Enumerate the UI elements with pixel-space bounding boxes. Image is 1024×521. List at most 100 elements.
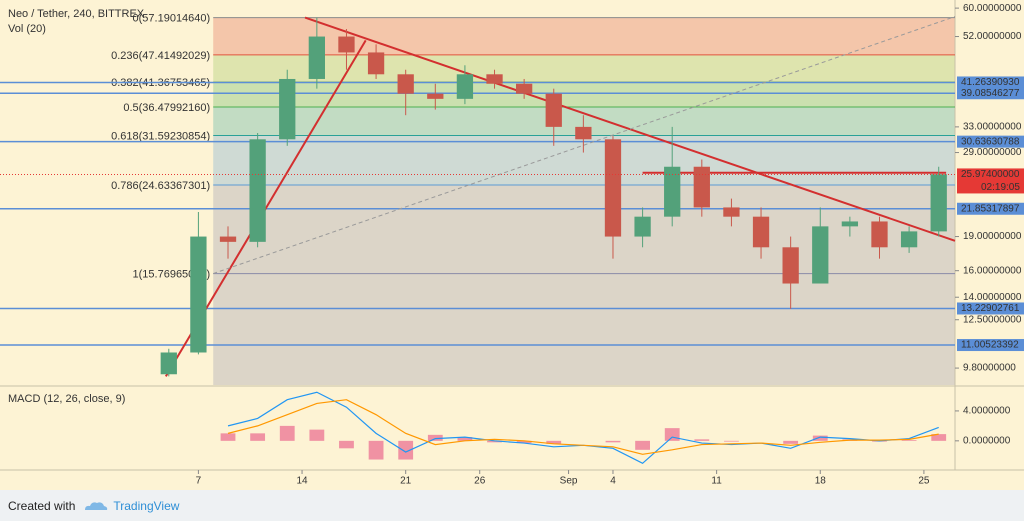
y-tick-label: 29.00000000 — [963, 147, 1022, 158]
histogram-bar — [368, 440, 384, 460]
footer: Created with TradingView — [0, 490, 1024, 521]
candle-body — [693, 166, 710, 208]
candle-body — [634, 216, 651, 237]
fib-label: 0.618(31.59230854) — [111, 130, 210, 142]
y-tick-label: 52.00000000 — [963, 31, 1022, 42]
x-tick-label: 4 — [610, 476, 616, 487]
fib-band — [213, 81, 956, 107]
histogram-bar — [724, 440, 739, 442]
candle-body — [190, 236, 207, 353]
histogram-bar — [605, 440, 621, 443]
histogram-bar — [457, 437, 473, 441]
histogram-bar — [516, 440, 532, 444]
candle-body — [338, 36, 355, 53]
y-tick-label: 33.00000000 — [963, 122, 1022, 133]
logo — [85, 501, 108, 510]
histogram-bar — [546, 440, 562, 444]
histogram-bar — [694, 439, 710, 441]
candle-body — [871, 221, 888, 248]
histogram-bar — [339, 440, 354, 449]
level-tag-label: 13.22902761 — [961, 303, 1020, 314]
candle-body — [249, 139, 266, 242]
candle-body — [160, 352, 177, 375]
level-tag-label: 30.63630788 — [961, 136, 1020, 147]
level-tag-label: 41.26390930 — [961, 77, 1020, 88]
level-tag-label: 39.08546277 — [961, 88, 1020, 99]
chart: Neo / Tether, 240, BITTREX Vol (20) MACD… — [0, 0, 1024, 487]
level-tag — [957, 302, 1024, 315]
level-tag-label: 21.85317897 — [961, 203, 1020, 214]
level-tag — [957, 339, 1024, 352]
level-tag-label: 11.00523392 — [961, 340, 1019, 351]
candle-body — [367, 52, 385, 75]
histogram-bar — [487, 440, 502, 443]
candle-body — [782, 247, 799, 284]
last-price-tag — [957, 168, 1024, 194]
candle-body — [723, 207, 740, 217]
y-tick-label: 19.00000000 — [963, 231, 1022, 242]
histogram-bar — [901, 440, 917, 441]
histogram-bar — [309, 429, 325, 441]
histogram-bar — [783, 440, 799, 444]
candle-body — [575, 126, 592, 140]
volume-label: Vol (20) — [8, 23, 46, 35]
y-tick-label: 4.0000000 — [963, 406, 1011, 417]
histogram-bar — [398, 440, 414, 460]
level-tag — [957, 202, 1024, 215]
level-tag — [957, 87, 1024, 100]
candle-body — [279, 78, 296, 140]
candle-body — [219, 236, 237, 242]
fib-band — [213, 17, 956, 55]
fib-band — [213, 135, 956, 185]
y-tick-label: 9.80000000 — [963, 363, 1016, 374]
candle-body — [900, 231, 918, 248]
candle-body — [752, 216, 770, 248]
x-tick-label: 25 — [918, 476, 930, 487]
countdown: 02:19:05 — [981, 182, 1020, 193]
candle-body — [515, 83, 533, 94]
fib-label: 0(57.19014640) — [133, 13, 211, 25]
candle-body — [841, 221, 859, 227]
x-tick-label: Sep — [560, 476, 578, 487]
y-tick-label: 14.00000000 — [963, 292, 1022, 303]
brand: TradingView — [113, 498, 180, 513]
last-price-label: 25.97400000 — [961, 169, 1020, 180]
candle-body — [397, 74, 414, 94]
candle-body — [456, 74, 474, 99]
trend-line — [213, 16, 956, 275]
candle-body — [664, 166, 681, 217]
fib-label: 0.5(36.47992160) — [123, 102, 210, 114]
y-tick-label: 16.00000000 — [963, 265, 1022, 276]
macd-title: MACD (12, 26, close, 9) — [8, 393, 125, 405]
histogram-bar — [250, 433, 266, 441]
x-tick-label: 26 — [474, 476, 486, 487]
x-tick-label: 21 — [400, 476, 412, 487]
fib-label: 0.236(47.41492029) — [111, 50, 210, 62]
candle-body — [427, 93, 444, 99]
fib-label: 0.786(24.63367301) — [111, 180, 210, 192]
level-tag — [957, 76, 1024, 89]
histogram-bar — [279, 425, 295, 441]
macd-line — [227, 399, 939, 455]
x-tick-label: 14 — [296, 476, 308, 487]
chart-title: Neo / Tether, 240, BITTREX — [8, 8, 145, 20]
candle-body — [604, 139, 622, 237]
y-tick-label: 0.0000000 — [963, 435, 1011, 446]
histogram-bar — [220, 433, 236, 441]
candle-body — [812, 226, 829, 284]
x-tick-label: 11 — [711, 476, 722, 487]
histogram-bar — [812, 435, 828, 441]
fib-band — [213, 184, 956, 274]
fib-band — [213, 273, 956, 385]
candle-body — [308, 36, 325, 79]
candle-body — [486, 74, 503, 84]
histogram-bar — [664, 428, 680, 441]
level-tag — [957, 135, 1024, 148]
candle-body — [545, 93, 562, 127]
histogram-bar — [427, 434, 443, 441]
histogram-bar — [931, 434, 947, 441]
candle-body — [930, 174, 947, 232]
y-tick-label: 60.00000000 — [963, 3, 1022, 14]
created-with: Created with — [8, 498, 76, 513]
